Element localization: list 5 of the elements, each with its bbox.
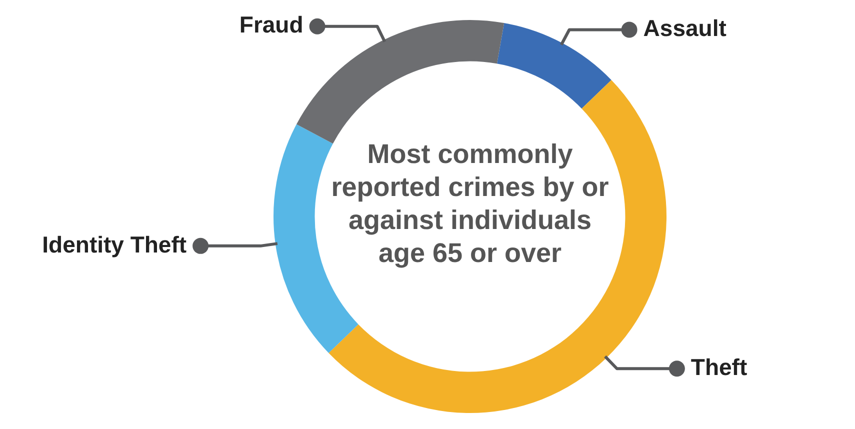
slice-label: Assault [643, 15, 727, 42]
slice-label: Theft [690, 354, 748, 380]
slice-label: Identity Theft [42, 231, 187, 258]
slice-label: Fraud [239, 12, 304, 38]
text: Most commonly reported crimes by or against individuals age 65 or over [330, 138, 610, 270]
